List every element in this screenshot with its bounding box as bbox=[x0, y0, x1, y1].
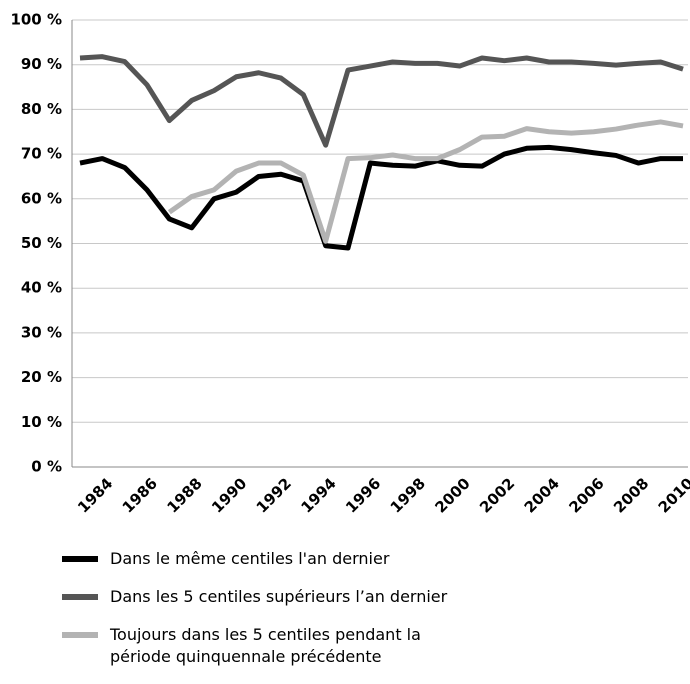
y-tick-label: 50 % bbox=[21, 234, 62, 252]
y-tick-label: 0 % bbox=[31, 458, 62, 476]
legend-label: Dans le même centiles l'an dernier bbox=[110, 549, 390, 568]
y-tick-label: 80 % bbox=[21, 100, 62, 118]
series-line bbox=[79, 144, 683, 251]
legend: Dans le même centiles l'an dernier Dans l… bbox=[62, 548, 482, 684]
x-tick-label: 2000 bbox=[431, 474, 473, 516]
legend-item: Dans les 5 centiles supérieurs l’an dern… bbox=[62, 586, 482, 608]
series-line bbox=[79, 54, 684, 148]
y-tick-label: 70 % bbox=[21, 145, 62, 163]
legend-item: Toujours dans les 5 centiles pendant la … bbox=[62, 624, 482, 668]
x-tick-label: 1988 bbox=[163, 474, 205, 516]
x-tick-label: 1986 bbox=[119, 474, 161, 516]
x-tick-label: 2004 bbox=[521, 474, 563, 516]
x-tick-label: 2006 bbox=[565, 474, 607, 516]
legend-swatch bbox=[62, 594, 98, 600]
legend-label: Dans les 5 centiles supérieurs l’an dern… bbox=[110, 587, 448, 606]
x-tick-label: 1996 bbox=[342, 474, 384, 516]
y-tick-label: 60 % bbox=[21, 189, 62, 207]
y-tick-label: 30 % bbox=[21, 323, 62, 341]
y-tick-label: 10 % bbox=[21, 413, 62, 431]
chart: 0 % 10 % 20 % 30 % 40 % 50 % 60 % 70 % 80 % 90 % 1… bbox=[10, 11, 690, 517]
x-tick-label: 1994 bbox=[297, 474, 339, 516]
y-tick-label: 100 % bbox=[10, 11, 62, 29]
x-tick-label: 1992 bbox=[253, 474, 295, 516]
legend-swatch bbox=[62, 556, 98, 562]
x-tick-label: 1998 bbox=[387, 474, 429, 516]
legend-label: Toujours dans les 5 centiles pendant la … bbox=[110, 625, 421, 666]
legend-item: Dans le même centiles l'an dernier bbox=[62, 548, 482, 570]
legend-swatch bbox=[62, 632, 98, 638]
x-tick-label: 2008 bbox=[610, 474, 652, 516]
y-tick-label: 40 % bbox=[21, 279, 62, 297]
series-line bbox=[167, 119, 684, 244]
x-tick-label: 1990 bbox=[208, 474, 250, 516]
x-tick-label: 1984 bbox=[74, 474, 116, 516]
x-tick-label: 2010 bbox=[655, 474, 690, 516]
x-tick-label: 2002 bbox=[476, 474, 518, 516]
y-tick-label: 20 % bbox=[21, 368, 62, 386]
y-tick-label: 90 % bbox=[21, 55, 62, 73]
